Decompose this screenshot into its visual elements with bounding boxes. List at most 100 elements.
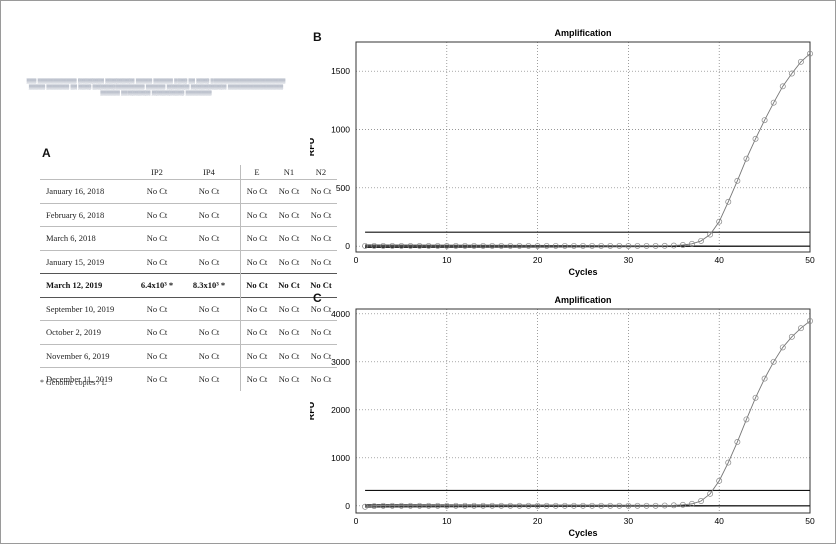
data-point <box>371 503 378 509</box>
table-row: December 11, 2019 No Ct No Ct No Ct No Ct No … <box>40 367 337 391</box>
data-point <box>561 242 568 249</box>
table-cell-value: 8.3x10³ * <box>178 273 241 297</box>
data-point <box>807 318 813 324</box>
table-cell-value: No Ct <box>136 179 178 203</box>
table-cell-value: No Ct <box>273 249 305 274</box>
table-cell-value: No Ct <box>178 249 241 274</box>
data-point <box>797 58 804 65</box>
data-point <box>362 503 369 510</box>
data-point <box>580 502 586 509</box>
plot-area <box>355 308 811 514</box>
data-point <box>462 242 468 249</box>
data-point <box>498 502 505 509</box>
data-point <box>752 394 759 401</box>
data-point <box>807 50 813 57</box>
table-cell-value: No Ct <box>178 367 241 391</box>
panel-b-label: B <box>313 30 322 44</box>
data-point <box>734 439 741 445</box>
table-row: February 6, 2018 No Ct No Ct No Ct No Ct No C… <box>40 202 337 227</box>
results-table: IP2 IP4 E N1 N2 January 16, 2018 No Ct No … <box>40 165 337 391</box>
table-cell-value: No Ct <box>136 226 178 250</box>
table-row: March 6, 2018 No Ct No Ct No Ct No Ct No Ct <box>40 226 337 250</box>
table-cell-date: March 6, 2018 <box>40 226 136 250</box>
data-point <box>670 502 677 509</box>
data-point <box>679 501 686 508</box>
data-point <box>570 502 577 509</box>
data-point <box>634 502 641 509</box>
table-cell-value: No Ct <box>240 367 273 391</box>
table-cell-value: No Ct <box>305 343 337 368</box>
data-point <box>679 242 686 248</box>
data-point <box>434 242 441 249</box>
data-point <box>570 242 577 249</box>
data-point <box>589 502 596 509</box>
table-cell-value: No Ct <box>273 226 305 250</box>
x-tick-label: 10 <box>442 255 452 265</box>
table-cell-value: No Ct <box>305 273 337 297</box>
data-point <box>761 117 768 124</box>
panel-c-label: C <box>313 291 322 305</box>
table-cell-value: No Ct <box>305 226 337 250</box>
table-header-row: IP2 IP4 E N1 N2 <box>40 165 337 180</box>
y-tick-label: 3000 <box>331 357 350 367</box>
data-point <box>725 459 732 466</box>
x-tick-label: 30 <box>624 255 634 265</box>
table-cell-value: No Ct <box>305 367 337 391</box>
header-e: E <box>240 165 273 180</box>
table-cell-value: No Ct <box>136 202 178 227</box>
header-n1: N1 <box>283 167 295 177</box>
data-point <box>716 477 723 484</box>
table-cell-value: No Ct <box>178 179 241 203</box>
data-point <box>670 242 677 249</box>
data-point <box>598 242 605 249</box>
x-tick-label: 30 <box>624 516 634 526</box>
header-date <box>40 165 136 180</box>
data-point <box>498 242 505 249</box>
data-point <box>725 198 732 205</box>
table-row: September 10, 2019 No Ct No Ct No Ct No Ct No… <box>40 296 337 321</box>
table-cell-date: December 11, 2019 <box>40 367 136 391</box>
data-point <box>698 237 704 244</box>
data-point <box>770 358 777 365</box>
y-tick-label: 2000 <box>331 405 350 415</box>
table-cell-value: No Ct <box>240 320 273 344</box>
table-row: January 15, 2019 No Ct No Ct No Ct No Ct No C… <box>40 249 337 274</box>
data-point <box>607 242 614 249</box>
data-point <box>389 242 396 249</box>
data-point <box>643 502 650 509</box>
data-point <box>471 502 477 509</box>
data-point <box>362 242 369 249</box>
x-tick-label: 20 <box>533 255 543 265</box>
table-cell-value: No Ct <box>305 179 337 203</box>
data-point <box>770 99 777 106</box>
data-point <box>716 218 723 225</box>
amplification-chart-c: Amplification 0 10 20 30 40 50 0 1000 2000 3000 400… <box>310 295 815 538</box>
table-cell-value: No Ct <box>273 179 305 203</box>
header-ip4: IP4 <box>203 167 215 177</box>
table-cell-date: November 6, 2019 <box>40 343 136 368</box>
table-row: October 2, 2019 No Ct No Ct No Ct No Ct No Ct <box>40 320 337 344</box>
data-point <box>788 333 795 340</box>
data-point <box>452 242 459 249</box>
amplification-curve <box>365 320 811 508</box>
header-ip2: IP2 <box>151 167 163 177</box>
data-point <box>797 325 804 332</box>
data-point <box>788 70 795 77</box>
table-cell-value: No Ct <box>240 226 273 250</box>
data-point <box>743 416 750 423</box>
table-cell-value: No Ct <box>178 226 241 250</box>
data-point <box>471 242 477 249</box>
data-point <box>543 242 550 249</box>
table-cell-date: January 15, 2019 <box>40 249 136 274</box>
panel-a-label: A <box>42 146 51 160</box>
data-point <box>580 242 586 249</box>
data-point <box>371 242 378 249</box>
x-tick-label: 40 <box>714 516 724 526</box>
data-point <box>380 242 387 249</box>
data-point <box>516 502 523 509</box>
table-cell-value: No Ct <box>240 202 273 227</box>
amplification-curve <box>365 53 811 247</box>
table-cell-date: September 10, 2019 <box>40 296 136 321</box>
y-tick-label: 1000 <box>331 125 350 135</box>
chart-title: Amplification <box>554 28 611 38</box>
